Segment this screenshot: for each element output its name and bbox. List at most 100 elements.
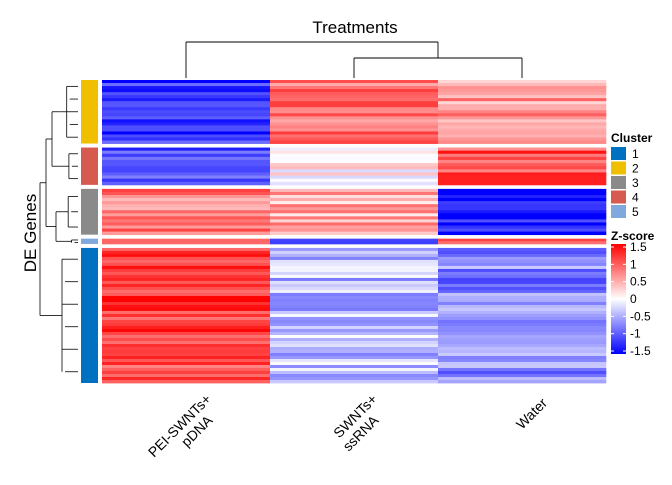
heatmap-cell: [438, 277, 607, 282]
heatmap-cell: [102, 274, 271, 279]
heatmap-cell: [270, 147, 439, 152]
heatmap-cell: [438, 125, 607, 129]
heatmap-cell: [438, 101, 607, 105]
heatmap-cell: [102, 250, 271, 255]
heatmap-cell: [438, 307, 607, 312]
heatmap-cell: [102, 95, 271, 99]
heatmap-cell: [102, 262, 271, 267]
heatmap-cell: [102, 128, 271, 132]
heatmap-cell: [438, 238, 607, 242]
heatmap-cell: [270, 101, 439, 105]
heatmap-cell: [438, 295, 607, 300]
heatmap-cell: [438, 231, 607, 236]
heatmap-cell: [270, 256, 439, 261]
heatmap-cell: [102, 259, 271, 264]
cluster-legend-swatch: [611, 161, 626, 175]
heatmap-cell: [102, 153, 271, 158]
heatmap-cell: [438, 367, 607, 372]
heatmap-cell: [270, 271, 439, 276]
heatmap-cell: [270, 213, 439, 217]
heatmap-cell: [438, 191, 607, 196]
heatmap-cell: [102, 101, 271, 105]
cluster-legend-swatch: [611, 147, 626, 160]
heatmap-cell: [102, 150, 271, 155]
heatmap-cell: [102, 172, 271, 176]
heatmap-cell: [102, 178, 271, 183]
heatmap-cell: [270, 331, 439, 336]
heatmap-cell: [102, 198, 271, 202]
heatmap-cell: [438, 313, 607, 318]
heatmap-cell: [102, 292, 271, 297]
heatmap-cell: [270, 277, 439, 282]
heatmap-cell: [438, 225, 607, 229]
heatmap-cell: [270, 194, 439, 199]
heatmap-cell: [270, 325, 439, 330]
heatmap-cell: [270, 238, 439, 242]
heatmap-cell: [102, 301, 271, 306]
heatmap-cell: [102, 352, 271, 357]
heatmap-cell: [102, 346, 271, 351]
heatmap-cell: [102, 268, 271, 273]
heatmap-cell: [102, 89, 271, 93]
heatmap-cell: [438, 361, 607, 366]
heatmap-cell: [102, 216, 271, 220]
heatmap-cell: [102, 188, 271, 193]
zscore-tick-label: 1: [630, 257, 637, 271]
heatmap-cell: [270, 295, 439, 300]
heatmap-cell: [270, 241, 439, 245]
heatmap-cell: [102, 343, 271, 348]
heatmap-cell: [270, 247, 439, 252]
heatmap-cell: [438, 178, 607, 183]
heatmap-cell: [102, 159, 271, 164]
heatmap-cell: [438, 128, 607, 132]
heatmap-cell: [438, 122, 607, 126]
heatmap-cell: [102, 131, 271, 135]
heatmap-cell: [102, 358, 271, 363]
heatmap-cell: [438, 219, 607, 223]
heatmap-cell: [102, 137, 271, 141]
heatmap-cell: [438, 140, 607, 144]
heatmap-cell: [102, 107, 271, 111]
heatmap-cell: [102, 280, 271, 285]
heatmap-cell: [438, 241, 607, 245]
heatmap-cell: [270, 307, 439, 312]
heatmap-cell: [438, 194, 607, 199]
heatmap-cell: [270, 364, 439, 369]
heatmap-cell: [438, 250, 607, 255]
heatmap-cell: [270, 159, 439, 164]
heatmap-cell: [102, 92, 271, 96]
zscore-tick-label: -0.5: [630, 309, 651, 323]
heatmap-cell: [102, 228, 271, 233]
cluster-bar-2: [81, 80, 98, 144]
heatmap-cell: [270, 316, 439, 321]
heatmap-cell: [102, 241, 271, 245]
heatmap-cell: [102, 98, 271, 102]
heatmap-cell: [438, 188, 607, 193]
heatmap-cell: [270, 289, 439, 294]
heatmap-cell: [438, 337, 607, 342]
y-axis-label: DE Genes: [21, 194, 40, 272]
cluster-legend-swatch: [611, 190, 626, 204]
heatmap-cell: [270, 337, 439, 342]
heatmap-cell: [438, 147, 607, 152]
heatmap-cell: [438, 268, 607, 273]
heatmap-cell: [102, 169, 271, 173]
heatmap-cell: [102, 80, 271, 84]
heatmap-cell: [270, 322, 439, 327]
heatmap-cell: [270, 113, 439, 117]
heatmap-cell: [270, 225, 439, 229]
heatmap-cell: [438, 352, 607, 357]
cluster-legend-swatch: [611, 176, 626, 189]
cluster-legend-label: 4: [632, 191, 639, 205]
heatmap-cell: [270, 181, 439, 186]
heatmap-cell: [270, 134, 439, 138]
heatmap-cell: [270, 328, 439, 333]
heatmap-cell: [438, 169, 607, 173]
heatmap-cell: [102, 119, 271, 123]
heatmap-cell: [438, 201, 607, 205]
heatmap-cell: [438, 283, 607, 288]
heatmap-cell: [270, 358, 439, 363]
heatmap-cell: [438, 107, 607, 111]
